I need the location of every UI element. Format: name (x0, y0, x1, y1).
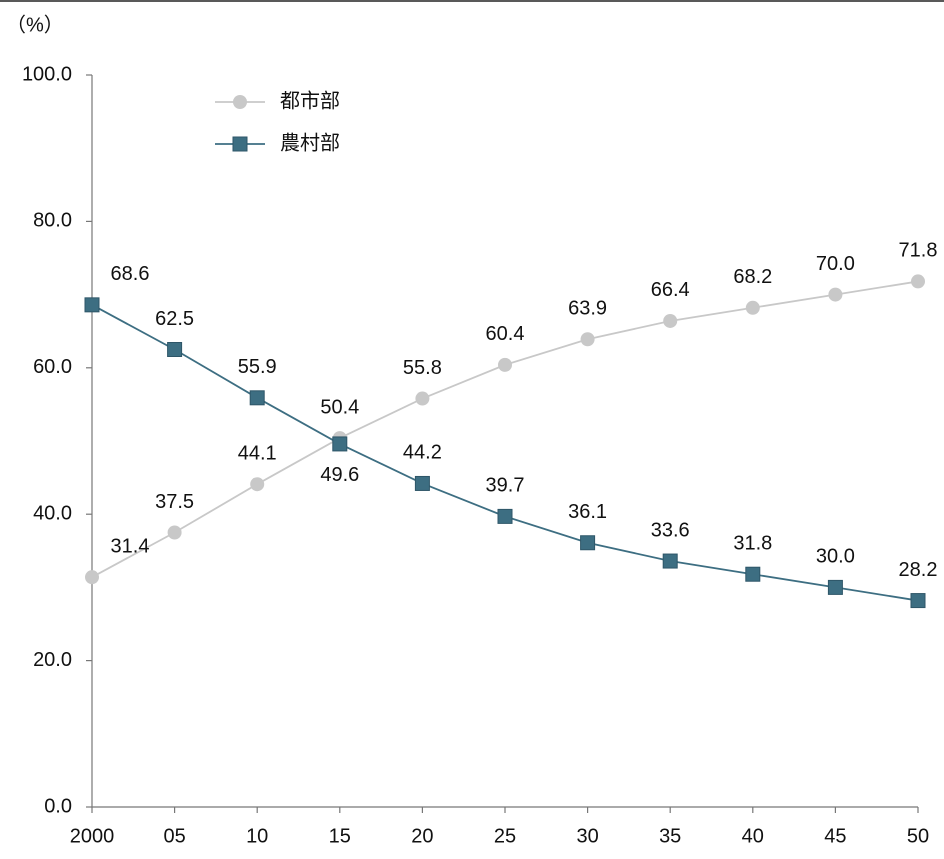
data-point (580, 332, 595, 347)
data-point (580, 535, 596, 551)
y-tick-label: 80.0 (33, 210, 72, 232)
data-label: 28.2 (899, 559, 938, 581)
data-label: 55.9 (238, 356, 277, 378)
data-label: 68.6 (111, 263, 150, 285)
data-label: 71.8 (899, 240, 938, 262)
data-point (414, 475, 430, 491)
data-point (332, 436, 348, 452)
legend-marker (232, 136, 248, 152)
data-point (167, 342, 183, 357)
data-label: 49.6 (320, 464, 359, 486)
x-tick-label: 25 (494, 825, 516, 847)
data-point (745, 566, 761, 582)
x-tick-label: 10 (246, 825, 268, 847)
y-tick-label: 0.0 (44, 795, 72, 817)
legend-marker (233, 95, 247, 109)
y-tick-label: 100.0 (22, 63, 72, 85)
data-point (85, 570, 99, 585)
data-point (415, 391, 430, 406)
data-label: 36.1 (568, 501, 607, 523)
x-tick-label: 2000 (70, 825, 115, 847)
y-tick-label: 20.0 (33, 649, 72, 671)
data-label: 44.1 (238, 442, 277, 464)
data-label: 39.7 (486, 475, 525, 497)
data-label: 70.0 (816, 253, 855, 275)
data-point (167, 525, 182, 540)
data-label: 44.2 (403, 442, 442, 464)
data-label: 60.4 (486, 323, 525, 345)
data-point (745, 300, 760, 315)
data-point (497, 508, 513, 524)
data-label: 63.9 (568, 298, 607, 320)
y-tick-label: 60.0 (33, 356, 72, 378)
data-label: 66.4 (651, 279, 690, 301)
data-point (828, 287, 843, 302)
data-label: 50.4 (320, 396, 359, 418)
data-label: 33.6 (651, 519, 690, 541)
legend-label: 農村部 (280, 131, 340, 154)
data-point (84, 297, 100, 313)
data-label: 55.8 (403, 357, 442, 379)
x-tick-label: 15 (329, 825, 351, 847)
data-point (910, 593, 926, 609)
data-label: 31.8 (733, 533, 772, 555)
x-tick-label: 30 (576, 825, 598, 847)
data-label: 31.4 (111, 535, 150, 557)
data-label: 62.5 (155, 308, 194, 330)
x-tick-label: 40 (742, 825, 764, 847)
y-axis-label: （%） (6, 13, 64, 36)
data-point (250, 477, 265, 492)
data-label: 68.2 (733, 266, 772, 288)
data-point (249, 390, 265, 406)
data-point (663, 313, 678, 328)
data-point (827, 579, 843, 595)
x-tick-label: 50 (907, 825, 929, 847)
y-tick-label: 40.0 (33, 502, 72, 524)
data-label: 37.5 (155, 491, 194, 513)
x-tick-label: 05 (163, 825, 185, 847)
data-label: 30.0 (816, 546, 855, 568)
data-point (498, 357, 512, 372)
series-line (91, 304, 919, 602)
x-tick-label: 35 (659, 825, 681, 847)
x-tick-label: 45 (824, 825, 846, 847)
data-point (911, 274, 925, 289)
data-point (662, 553, 678, 569)
x-tick-label: 20 (411, 825, 433, 847)
legend-label: 都市部 (280, 89, 340, 112)
